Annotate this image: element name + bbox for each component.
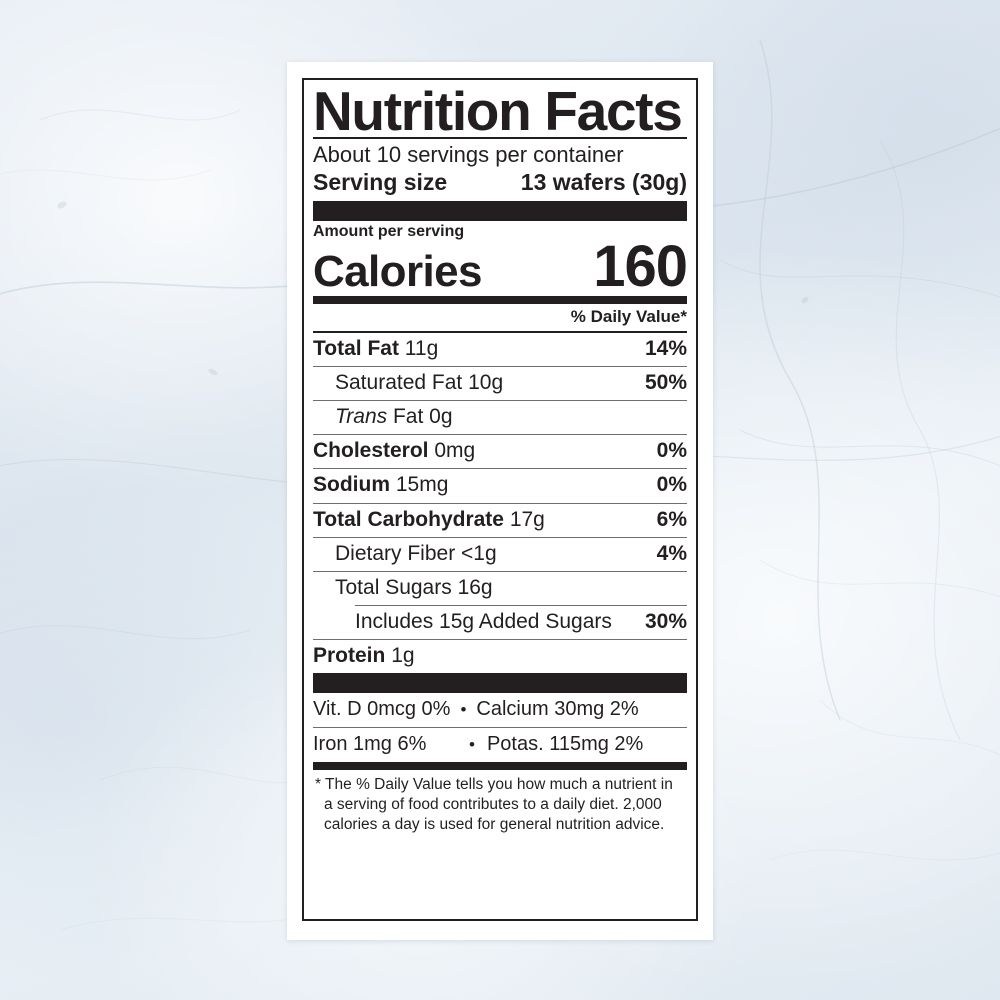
serving-size-label: Serving size	[313, 168, 448, 195]
table-row: Total Fat 11g 14%	[313, 333, 687, 366]
nutrient-name: Sodium 15mg	[313, 473, 449, 497]
micronutrient-right: Potas. 115mg 2%	[486, 733, 644, 756]
row-divider	[313, 536, 687, 538]
nutrient-dv: 50%	[644, 370, 687, 394]
nutrient-name: Dietary Fiber <1g	[335, 541, 497, 565]
calories-row: Calories 160	[313, 233, 688, 299]
amount-per-serving-label: Amount per serving	[313, 222, 465, 240]
micronutrient-row: Vit. D 0mcg 0% • Calcium 30mg 2%	[313, 693, 687, 727]
table-row: Total Carbohydrate 17g 6%	[313, 504, 687, 537]
nutrient-dv: 6%	[656, 507, 687, 531]
table-row: Saturated Fat 10g 50%	[313, 367, 687, 400]
row-divider	[313, 639, 687, 641]
serving-size-value: 13 wafers (30g)	[520, 168, 687, 195]
table-row: Dietary Fiber <1g 4%	[313, 538, 687, 571]
row-divider	[313, 502, 687, 504]
row-divider	[313, 570, 687, 572]
nutrient-name: Protein 1g	[313, 644, 415, 668]
micronutrient-row: Iron 1mg 6% • Potas. 115mg 2%	[313, 728, 687, 762]
table-row: Protein 1g	[313, 640, 687, 673]
nutrient-dv: 30%	[644, 609, 687, 633]
thick-divider-protein	[313, 673, 687, 694]
micronutrient-right: Calcium 30mg 2%	[476, 698, 639, 721]
nutrient-name: Total Carbohydrate 17g	[313, 507, 545, 531]
row-divider	[313, 468, 687, 470]
micronutrient-left: Iron 1mg 6%	[313, 733, 427, 756]
row-divider	[313, 365, 687, 367]
page-title: Nutrition Facts	[313, 80, 683, 142]
nutrition-facts-panel: Nutrition Facts About 10 servings per co…	[287, 62, 713, 940]
table-row: Trans Fat 0g	[313, 401, 687, 434]
daily-value-divider	[313, 330, 687, 333]
bullet-separator-icon: •	[460, 700, 467, 720]
nutrient-name: Total Sugars 16g	[335, 575, 493, 599]
medium-divider-footnote	[313, 762, 687, 771]
daily-value-header: % Daily Value*	[570, 306, 687, 326]
nutrient-dv: 14%	[644, 336, 687, 360]
servings-per-container: About 10 servings per container	[313, 141, 624, 167]
nutrient-name: Trans Fat 0g	[335, 405, 453, 429]
row-divider	[313, 727, 687, 729]
table-row: Total Sugars 16g	[313, 572, 687, 605]
thick-divider-top	[313, 200, 687, 221]
nutrient-dv: 0%	[656, 439, 687, 463]
nutrient-name: Cholesterol 0mg	[313, 439, 476, 463]
nutrient-name: Total Fat 11g	[313, 336, 439, 360]
table-row: Includes 15g Added Sugars 30%	[313, 606, 687, 639]
serving-size-row: Serving size 13 wafers (30g)	[313, 168, 687, 201]
medium-divider-calories	[313, 295, 687, 304]
title-divider	[313, 136, 687, 139]
nutrient-name: Includes 15g Added Sugars	[355, 609, 612, 633]
row-divider	[313, 400, 687, 402]
table-row: Sodium 15mg 0%	[313, 469, 687, 502]
nutrient-dv: 0%	[656, 473, 687, 497]
table-row: Cholesterol 0mg 0%	[313, 435, 687, 468]
daily-value-footnote: * The % Daily Value tells you how much a…	[315, 776, 673, 833]
row-divider	[313, 434, 687, 436]
row-divider-indented	[355, 604, 687, 606]
calories-label: Calories	[313, 247, 482, 297]
bullet-separator-icon: •	[469, 735, 475, 755]
nutrition-facts-label: Nutrition Facts About 10 servings per co…	[302, 78, 698, 921]
micronutrient-left: Vit. D 0mcg 0%	[313, 698, 451, 721]
nutrient-name: Saturated Fat 10g	[335, 370, 504, 394]
calories-value: 160	[593, 233, 688, 299]
nutrient-dv: 4%	[656, 541, 687, 565]
